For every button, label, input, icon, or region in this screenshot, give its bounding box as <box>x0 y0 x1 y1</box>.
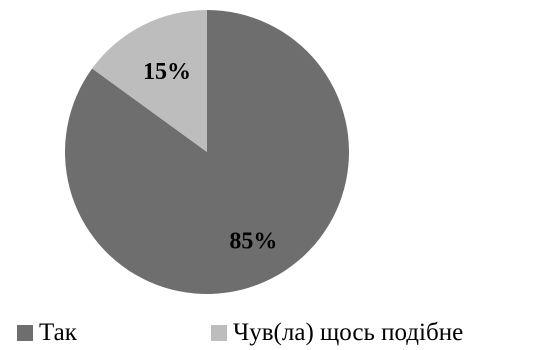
legend: Так Чув(ла) щось подібне <box>0 318 533 348</box>
legend-label-tak: Так <box>39 319 77 346</box>
pie-slices <box>64 10 349 294</box>
legend-item-tak: Так <box>17 318 77 348</box>
legend-item-chuv: Чув(ла) щось подібне <box>211 318 463 348</box>
pie-chart: 85% 15% <box>64 10 349 294</box>
legend-label-chuv: Чув(ла) щось подібне <box>233 319 464 346</box>
legend-swatch-tak <box>17 325 33 341</box>
data-label-chuv: 15% <box>143 59 191 85</box>
pie-slice-chuv <box>92 10 207 152</box>
data-label-tak: 85% <box>229 229 277 255</box>
legend-swatch-chuv <box>211 325 227 341</box>
pie-slice-tak <box>64 10 349 294</box>
pie-data-labels: 85% 15% <box>143 59 277 255</box>
